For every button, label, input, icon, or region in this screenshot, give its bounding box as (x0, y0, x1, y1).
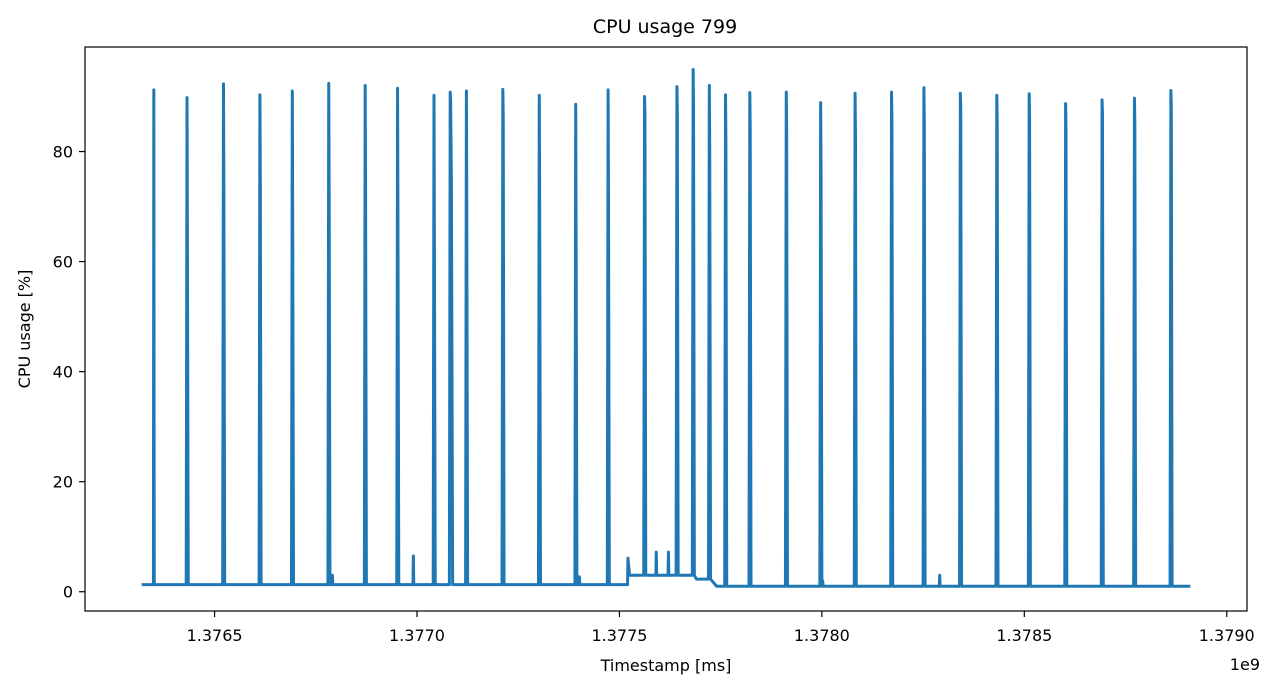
y-tick-label: 60 (53, 253, 73, 272)
y-tick-label: 80 (53, 143, 73, 162)
x-tick-label: 1.3785 (996, 626, 1052, 645)
y-tick-label: 40 (53, 363, 73, 382)
series-line-0 (141, 68, 1191, 588)
x-tick-label: 1.3790 (1199, 626, 1255, 645)
y-axis-label: CPU usage [%] (15, 270, 34, 389)
chart-title: CPU usage 799 (593, 16, 737, 38)
x-tick-label: 1.3765 (187, 626, 243, 645)
axes-frame (84, 46, 1248, 612)
x-tick-label: 1.3770 (389, 626, 445, 645)
y-axis: 0 20 40 60 80 (53, 143, 85, 602)
x-axis: 1.3765 1.3770 1.3775 1.3780 1.3785 1.3790 (187, 611, 1255, 645)
y-tick-label: 20 (53, 473, 73, 492)
x-axis-offset-label: 1e9 (1230, 655, 1260, 674)
x-axis-label: Timestamp [ms] (600, 656, 732, 675)
x-tick-label: 1.3780 (794, 626, 850, 645)
plot-area (141, 68, 1191, 588)
x-tick-label: 1.3775 (591, 626, 647, 645)
y-tick-label: 0 (63, 583, 73, 602)
